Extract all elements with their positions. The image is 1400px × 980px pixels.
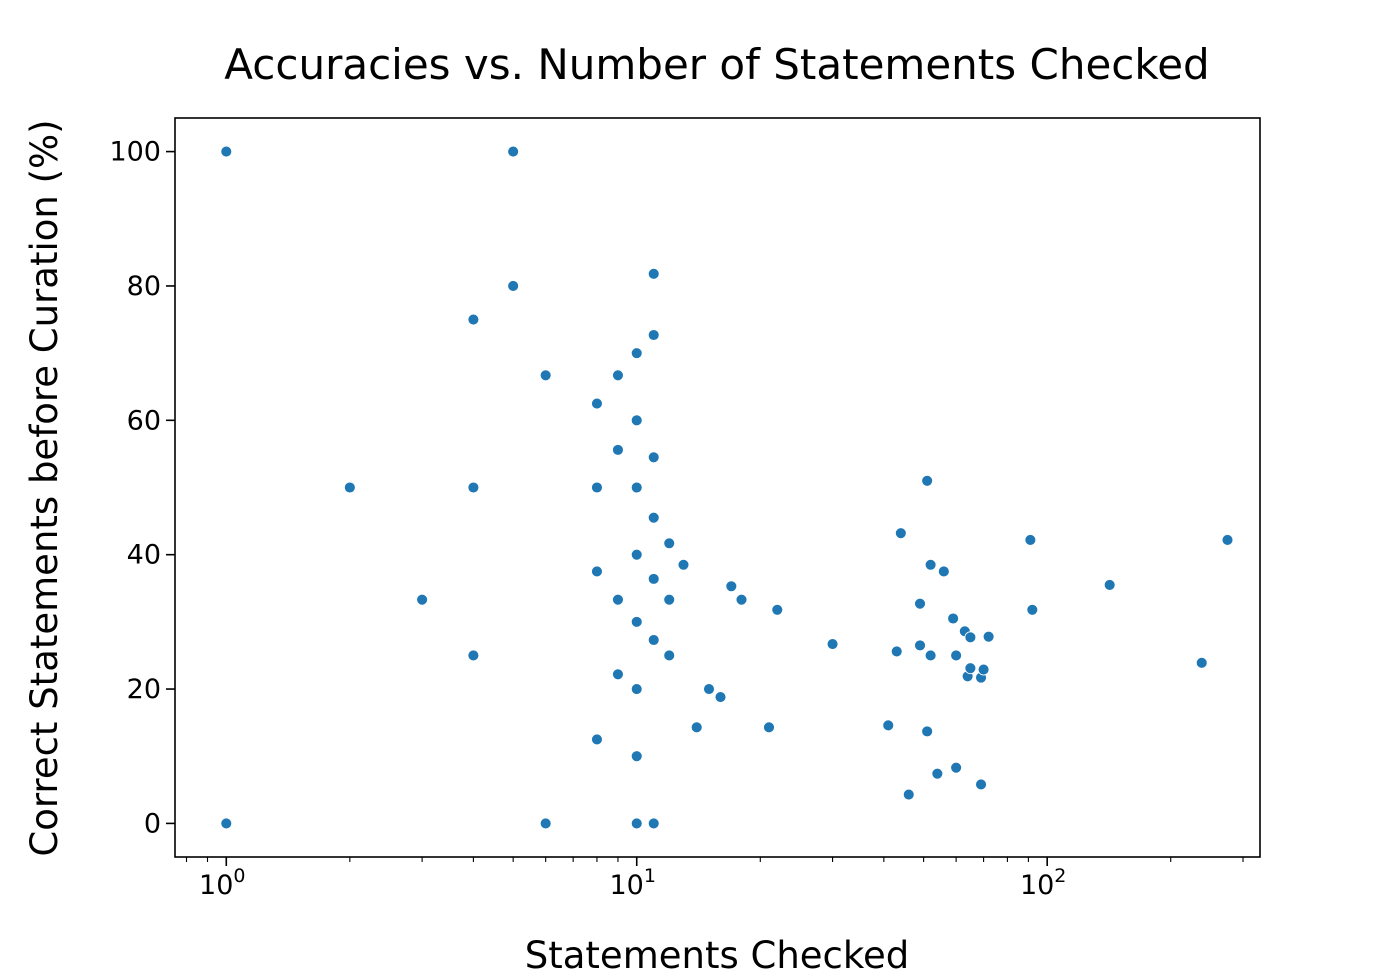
data-point [1103,578,1116,591]
data-point [611,668,624,681]
data-point [343,481,356,494]
data-point [663,649,676,662]
data-point [690,721,703,734]
data-point [931,767,944,780]
data-point [771,603,784,616]
data-point [882,719,895,732]
data-point [220,145,233,158]
data-point [647,634,660,646]
y-axis-label: Correct Statements before Curation (%) [23,119,66,856]
y-tick-label: 40 [127,540,161,571]
data-point [735,593,748,606]
data-point [703,683,715,695]
plot-frame [174,117,1261,858]
data-point [890,645,903,658]
data-point [220,817,233,830]
x-axis-ticks: 100 101 102 [199,857,1066,901]
data-point [630,615,643,628]
data-point [663,537,676,550]
data-point [950,649,963,662]
data-point [416,593,429,606]
data-point [647,267,660,280]
data-point [647,572,660,585]
data-point [630,414,643,427]
x-tick-label: 100 [199,865,245,901]
data-point [975,778,987,791]
data-point [507,145,520,158]
data-point [902,788,915,801]
data-point [507,280,520,292]
data-point [921,725,934,738]
data-point [1195,656,1208,669]
data-point [630,347,643,360]
x-tick-label: 101 [610,865,656,901]
data-point [467,649,480,662]
y-tick-label: 0 [144,808,161,839]
data-point [467,481,480,494]
data-point [924,558,937,571]
data-point [647,329,660,341]
data-point [947,612,960,625]
data-point [1024,533,1037,546]
data-point [763,721,775,734]
data-point [725,580,738,593]
data-point [663,593,676,606]
data-point [647,511,660,524]
data-point [611,593,624,606]
data-point [539,817,552,830]
data-point [826,638,839,650]
data-point [937,565,950,578]
data-point [630,750,643,763]
x-tick-label: 102 [1020,865,1066,901]
data-point [924,649,937,662]
y-tick-label: 20 [127,674,161,705]
data-point [611,443,624,456]
data-point [647,451,660,464]
data-point [964,662,977,675]
data-point [982,630,995,643]
data-point [630,481,643,494]
data-point [591,733,603,746]
data-point [1221,533,1234,546]
data-point [611,369,624,382]
chart-title: Accuracies vs. Number of Statements Chec… [224,40,1209,89]
data-point [647,817,660,830]
data-point [894,527,907,540]
data-point [714,691,727,704]
y-tick-label: 60 [127,405,161,436]
y-tick-label: 80 [127,271,161,302]
data-point [539,369,552,382]
data-point [914,639,926,652]
data-point [591,397,603,410]
data-point [921,474,934,487]
data-point [964,631,977,644]
data-point [914,597,926,610]
data-point [630,817,643,830]
data-point [630,683,643,695]
x-minor-ticks [185,857,1244,862]
data-point [1026,603,1039,616]
data-points [220,145,1234,830]
y-axis-ticks: 0 20 40 60 80 100 [109,137,175,839]
data-point [591,481,603,494]
data-point [630,548,643,561]
data-point [677,558,690,571]
data-point [977,663,990,676]
data-point [467,313,480,326]
y-tick-label: 100 [109,137,161,168]
data-point [591,565,603,578]
x-axis-label: Statements Checked [525,934,910,977]
data-point [950,761,963,774]
